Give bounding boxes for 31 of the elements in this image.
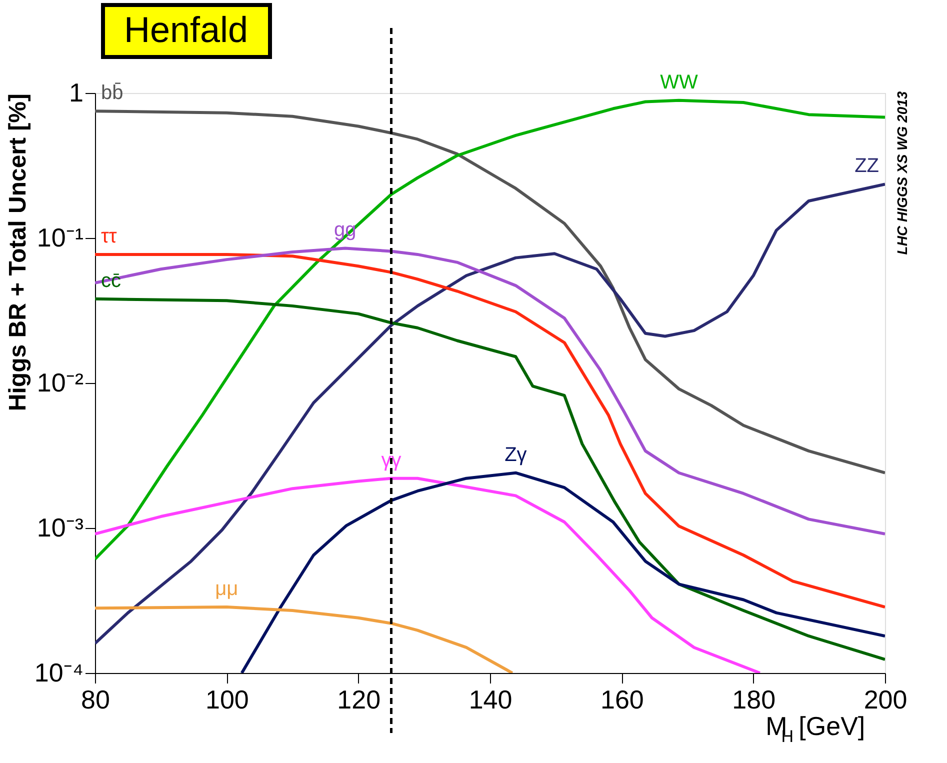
line-series [95,252,885,609]
x-tick-label: 100 [205,684,249,714]
line-series [95,246,885,536]
chart-title: Henfald [124,9,248,50]
y-tick-label: 1 [69,78,84,108]
x-tick-label: 180 [732,684,776,714]
y-tick-label: 10⁻³ [36,512,84,542]
line-series [95,98,885,561]
x-tick-label: 80 [81,684,110,714]
series-label: ττ [101,225,117,248]
line-series [95,297,885,661]
y-axis-title: Higgs BR + Total Uncert [%] [4,94,32,412]
series-label: bb̄ [101,82,124,104]
series-label: Zγ [504,444,527,466]
series-label: μμ [215,578,238,600]
x-tick-label: 120 [337,684,381,714]
series-label: WW [660,71,698,94]
line-series [95,182,885,645]
line-series [95,110,885,474]
y-tick-label: 10⁻⁴ [34,658,84,688]
series-label: γγ [381,449,402,472]
x-tick-label: 160 [600,684,644,714]
x-tick-label: 140 [468,684,512,714]
y-tick-label: 10⁻² [36,368,84,398]
x-tick-label: 200 [864,684,908,714]
line-series [95,476,762,673]
text: LHC HIGGS XS WG 2013 [894,91,910,255]
series-label: ZZ [854,155,879,178]
line-series [95,606,514,673]
line-series [240,471,885,673]
y-tick-label: 10⁻¹ [36,222,84,252]
